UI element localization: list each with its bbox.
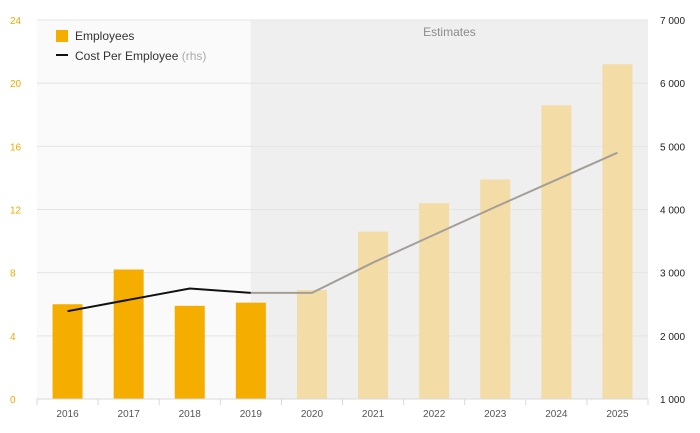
x-tick-label: 2016: [56, 409, 79, 420]
x-tick-label: 2020: [301, 409, 324, 420]
left-axis-tick-label: 24: [10, 16, 22, 27]
right-axis-tick-label: 7 000: [660, 16, 685, 27]
legend-series-suffix: (rhs): [182, 49, 207, 63]
bar-employees-2016[interactable]: [52, 304, 83, 399]
x-tick-label: 2022: [423, 409, 446, 420]
legend-label-cost-per-employee: Cost Per Employee (rhs): [75, 49, 206, 63]
estimates-label: Estimates: [423, 25, 476, 39]
left-axis-tick-label: 12: [10, 206, 22, 217]
x-tick-label: 2019: [240, 409, 263, 420]
x-tick-label: 2024: [545, 409, 568, 420]
line-cost-per-employee-estimate[interactable]: [250, 151, 618, 294]
right-axis-tick-label: 5 000: [660, 142, 685, 153]
legend-swatch-employees: [56, 30, 68, 42]
legend-label-employees: Employees: [75, 29, 134, 43]
bar-employees-2025[interactable]: [602, 64, 633, 399]
bar-employees-2023[interactable]: [480, 179, 511, 399]
bar-employees-2021[interactable]: [358, 231, 389, 399]
legend-series-name: Cost Per Employee: [75, 49, 182, 63]
x-tick-label: 2018: [179, 409, 202, 420]
right-axis-tick-label: 1 000: [660, 395, 685, 406]
bar-employees-2020[interactable]: [296, 290, 327, 399]
left-axis-tick-label: 20: [10, 79, 22, 90]
x-tick-label: 2023: [484, 409, 507, 420]
x-tick-label: 2017: [118, 409, 141, 420]
bar-employees-2022[interactable]: [419, 203, 450, 399]
bar-employees-2024[interactable]: [541, 105, 572, 400]
left-axis-tick-label: 16: [10, 142, 22, 153]
right-axis-tick-label: 4 000: [660, 206, 685, 217]
left-axis-tick-label: 4: [10, 332, 16, 343]
right-axis-tick-label: 3 000: [660, 269, 685, 280]
x-tick-label: 2021: [362, 409, 385, 420]
bar-employees-2018[interactable]: [174, 305, 205, 399]
bar-employees-2017[interactable]: [113, 269, 144, 399]
right-axis-tick-label: 2 000: [660, 332, 685, 343]
left-axis-tick-label: 8: [10, 269, 16, 280]
bar-employees-2019[interactable]: [235, 302, 266, 399]
left-axis-tick-label: 0: [10, 395, 16, 406]
x-tick-label: 2025: [606, 409, 629, 420]
line-cost-per-employee-actual[interactable]: [67, 287, 251, 313]
right-axis-tick-label: 6 000: [660, 79, 685, 90]
